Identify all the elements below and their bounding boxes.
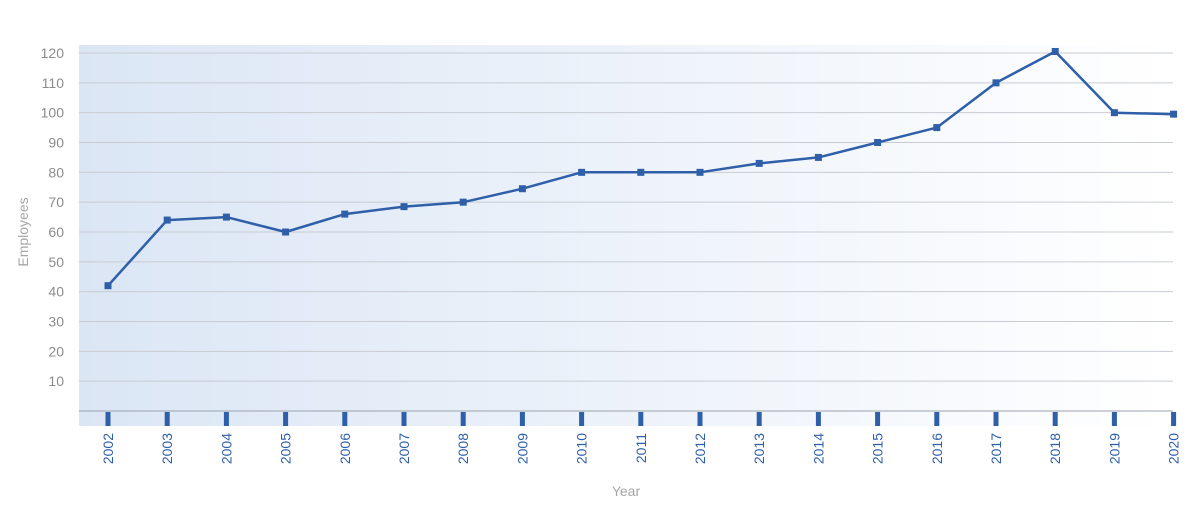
data-point (637, 168, 645, 176)
x-tick-label: 2016 (929, 433, 945, 464)
x-tick-mark (875, 412, 881, 426)
data-point (814, 153, 822, 161)
x-tick-mark (519, 412, 525, 426)
data-point (341, 210, 349, 218)
y-tick-label: 120 (41, 45, 65, 61)
y-axis-ticks: 10 20 30 40 50 60 70 80 90 100 110 120 (41, 45, 65, 389)
x-tick-mark (342, 412, 348, 426)
y-axis-title: Employees (15, 197, 31, 266)
y-tick-label: 50 (48, 254, 64, 270)
x-tick-label: 2003 (159, 433, 175, 464)
data-point (104, 282, 112, 290)
x-tick-mark (638, 412, 644, 426)
series-markers (104, 48, 1178, 290)
x-tick-mark (756, 412, 762, 426)
x-tick-label: 2005 (278, 433, 294, 464)
x-tick-label: 2011 (633, 433, 649, 463)
x-tick-mark (815, 412, 821, 426)
y-tick-label: 30 (48, 314, 64, 330)
x-tick-label: 2010 (574, 433, 590, 464)
x-tick-label: 2008 (455, 433, 471, 464)
data-point (518, 185, 526, 193)
gridlines (79, 52, 1173, 382)
data-point (400, 203, 408, 211)
x-tick-mark (223, 412, 229, 426)
y-tick-label: 90 (48, 135, 64, 151)
x-tick-label: 2019 (1106, 433, 1122, 464)
x-tick-label: 2013 (751, 433, 767, 464)
x-tick-label: 2014 (810, 433, 826, 464)
data-point (163, 216, 171, 224)
x-tick-mark (934, 412, 940, 426)
x-tick-label: 2004 (218, 433, 234, 464)
x-tick-mark (579, 412, 585, 426)
y-tick-label: 10 (48, 373, 64, 389)
x-tick-label: 2017 (988, 433, 1004, 464)
data-point (282, 228, 290, 236)
data-point (1051, 48, 1059, 56)
x-tick-label: 2002 (100, 433, 116, 464)
x-tick-mark (1171, 412, 1177, 426)
x-tick-label: 2009 (514, 433, 530, 464)
data-point (696, 168, 704, 176)
data-point (578, 168, 586, 176)
x-axis-ticks: 2002 2003 2004 2005 2006 2007 2008 2009 2010 2011… (100, 433, 1182, 464)
x-tick-label: 2018 (1047, 433, 1063, 464)
data-point (459, 198, 467, 206)
data-point (1110, 109, 1118, 117)
y-tick-label: 40 (48, 284, 64, 300)
data-point (1170, 110, 1178, 118)
x-tick-mark (164, 412, 170, 426)
data-point (992, 79, 1000, 87)
x-axis-tick-marks (105, 412, 1177, 426)
y-tick-label: 110 (42, 75, 65, 91)
y-tick-label: 60 (48, 224, 64, 240)
x-tick-mark (401, 412, 407, 426)
x-tick-label: 2006 (337, 433, 353, 464)
x-tick-mark (993, 412, 999, 426)
x-tick-mark (697, 412, 703, 426)
data-point (222, 213, 230, 221)
x-tick-mark (1052, 412, 1058, 426)
x-tick-label: 2007 (396, 433, 412, 464)
y-tick-label: 20 (48, 343, 64, 359)
plot-background (79, 45, 1173, 426)
x-tick-mark (105, 412, 111, 426)
x-tick-label: 2020 (1166, 433, 1182, 464)
y-tick-label: 70 (48, 194, 64, 210)
x-tick-mark (460, 412, 466, 426)
data-point (933, 124, 941, 132)
y-tick-label: 80 (48, 164, 64, 180)
data-point (874, 139, 882, 146)
x-tick-mark (283, 412, 289, 426)
x-tick-label: 2012 (692, 433, 708, 464)
x-tick-mark (1111, 412, 1117, 426)
x-tick-label: 2015 (870, 433, 886, 464)
data-point (755, 159, 763, 167)
x-axis-title: Year (612, 483, 641, 499)
y-tick-label: 100 (41, 105, 65, 121)
